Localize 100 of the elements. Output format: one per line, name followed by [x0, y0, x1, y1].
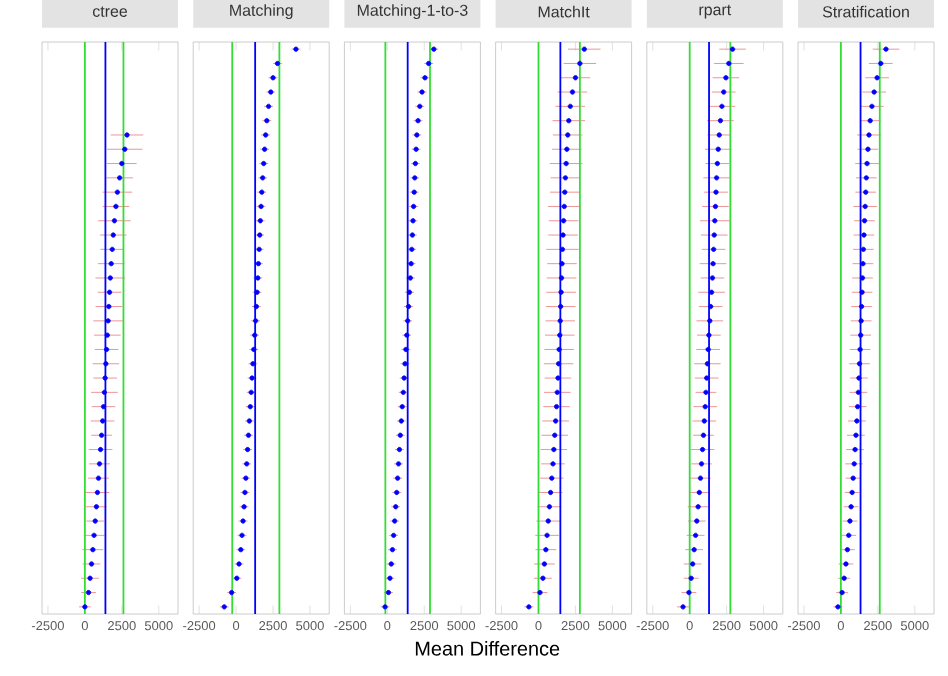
- point: [854, 418, 860, 424]
- point: [100, 404, 107, 410]
- point: [106, 303, 112, 310]
- point: [122, 146, 128, 152]
- point: [716, 132, 722, 138]
- point: [686, 589, 692, 596]
- point: [869, 103, 875, 109]
- point: [101, 389, 107, 395]
- point: [861, 232, 867, 238]
- point: [559, 261, 565, 267]
- point: [93, 504, 100, 510]
- point: [691, 547, 697, 553]
- point: [858, 332, 864, 338]
- point: [701, 418, 707, 424]
- point: [555, 375, 561, 381]
- point: [847, 518, 853, 524]
- point: [844, 547, 850, 553]
- point: [111, 218, 118, 224]
- point: [107, 275, 113, 281]
- point: [713, 175, 720, 181]
- point: [550, 461, 556, 467]
- point: [704, 375, 710, 381]
- point: [103, 361, 109, 367]
- point: [562, 189, 568, 195]
- point: [856, 375, 862, 381]
- point: [553, 418, 559, 424]
- point: [857, 346, 863, 353]
- point: [540, 575, 546, 581]
- point: [559, 246, 566, 252]
- point: [878, 60, 884, 67]
- point: [712, 203, 719, 210]
- point: [704, 361, 711, 367]
- point: [119, 160, 125, 167]
- point: [850, 475, 856, 481]
- point: [858, 303, 865, 310]
- point: [712, 218, 718, 224]
- point: [849, 489, 855, 496]
- point: [695, 504, 701, 510]
- point: [706, 332, 712, 338]
- point: [726, 60, 732, 67]
- point: [871, 89, 877, 95]
- point: [715, 146, 721, 152]
- x-axis-title: Mean Difference: [415, 641, 560, 656]
- point: [700, 432, 707, 438]
- point: [708, 303, 714, 310]
- point: [555, 361, 562, 367]
- point: [104, 332, 110, 338]
- point: [562, 175, 568, 181]
- point: [108, 261, 114, 267]
- point: [698, 461, 705, 467]
- point: [569, 89, 576, 95]
- point: [96, 461, 103, 467]
- point: [690, 561, 696, 567]
- point: [708, 289, 715, 295]
- point: [553, 404, 560, 410]
- point: [856, 361, 863, 367]
- point: [556, 346, 562, 353]
- point: [95, 475, 102, 481]
- point: [543, 547, 549, 553]
- point: [557, 332, 563, 338]
- point: [719, 103, 725, 109]
- point: [551, 446, 557, 453]
- point: [866, 132, 872, 138]
- point: [848, 504, 854, 510]
- point: [552, 432, 558, 438]
- point: [851, 461, 857, 467]
- point: [561, 203, 567, 210]
- point: [863, 175, 869, 181]
- point: [843, 561, 849, 567]
- point: [858, 318, 864, 324]
- point: [581, 46, 587, 52]
- point: [854, 404, 861, 410]
- point: [91, 532, 97, 538]
- point: [110, 232, 116, 238]
- point: [707, 318, 713, 324]
- point: [713, 189, 719, 195]
- point: [85, 589, 92, 596]
- point: [114, 189, 120, 195]
- point: [92, 518, 98, 524]
- point: [88, 561, 95, 567]
- point: [696, 489, 702, 496]
- point: [109, 246, 115, 252]
- point: [572, 75, 579, 81]
- point: [561, 218, 567, 224]
- point: [577, 60, 583, 67]
- point: [860, 261, 866, 267]
- point: [98, 432, 105, 438]
- point: [105, 318, 111, 324]
- point: [697, 475, 704, 481]
- point: [564, 146, 570, 152]
- point: [721, 89, 727, 95]
- point: [97, 446, 104, 453]
- point: [688, 575, 694, 581]
- point: [566, 118, 572, 124]
- point: [567, 103, 573, 109]
- point: [863, 189, 869, 195]
- point: [861, 218, 868, 224]
- point: [705, 346, 711, 353]
- point: [710, 261, 716, 267]
- point: [100, 418, 106, 424]
